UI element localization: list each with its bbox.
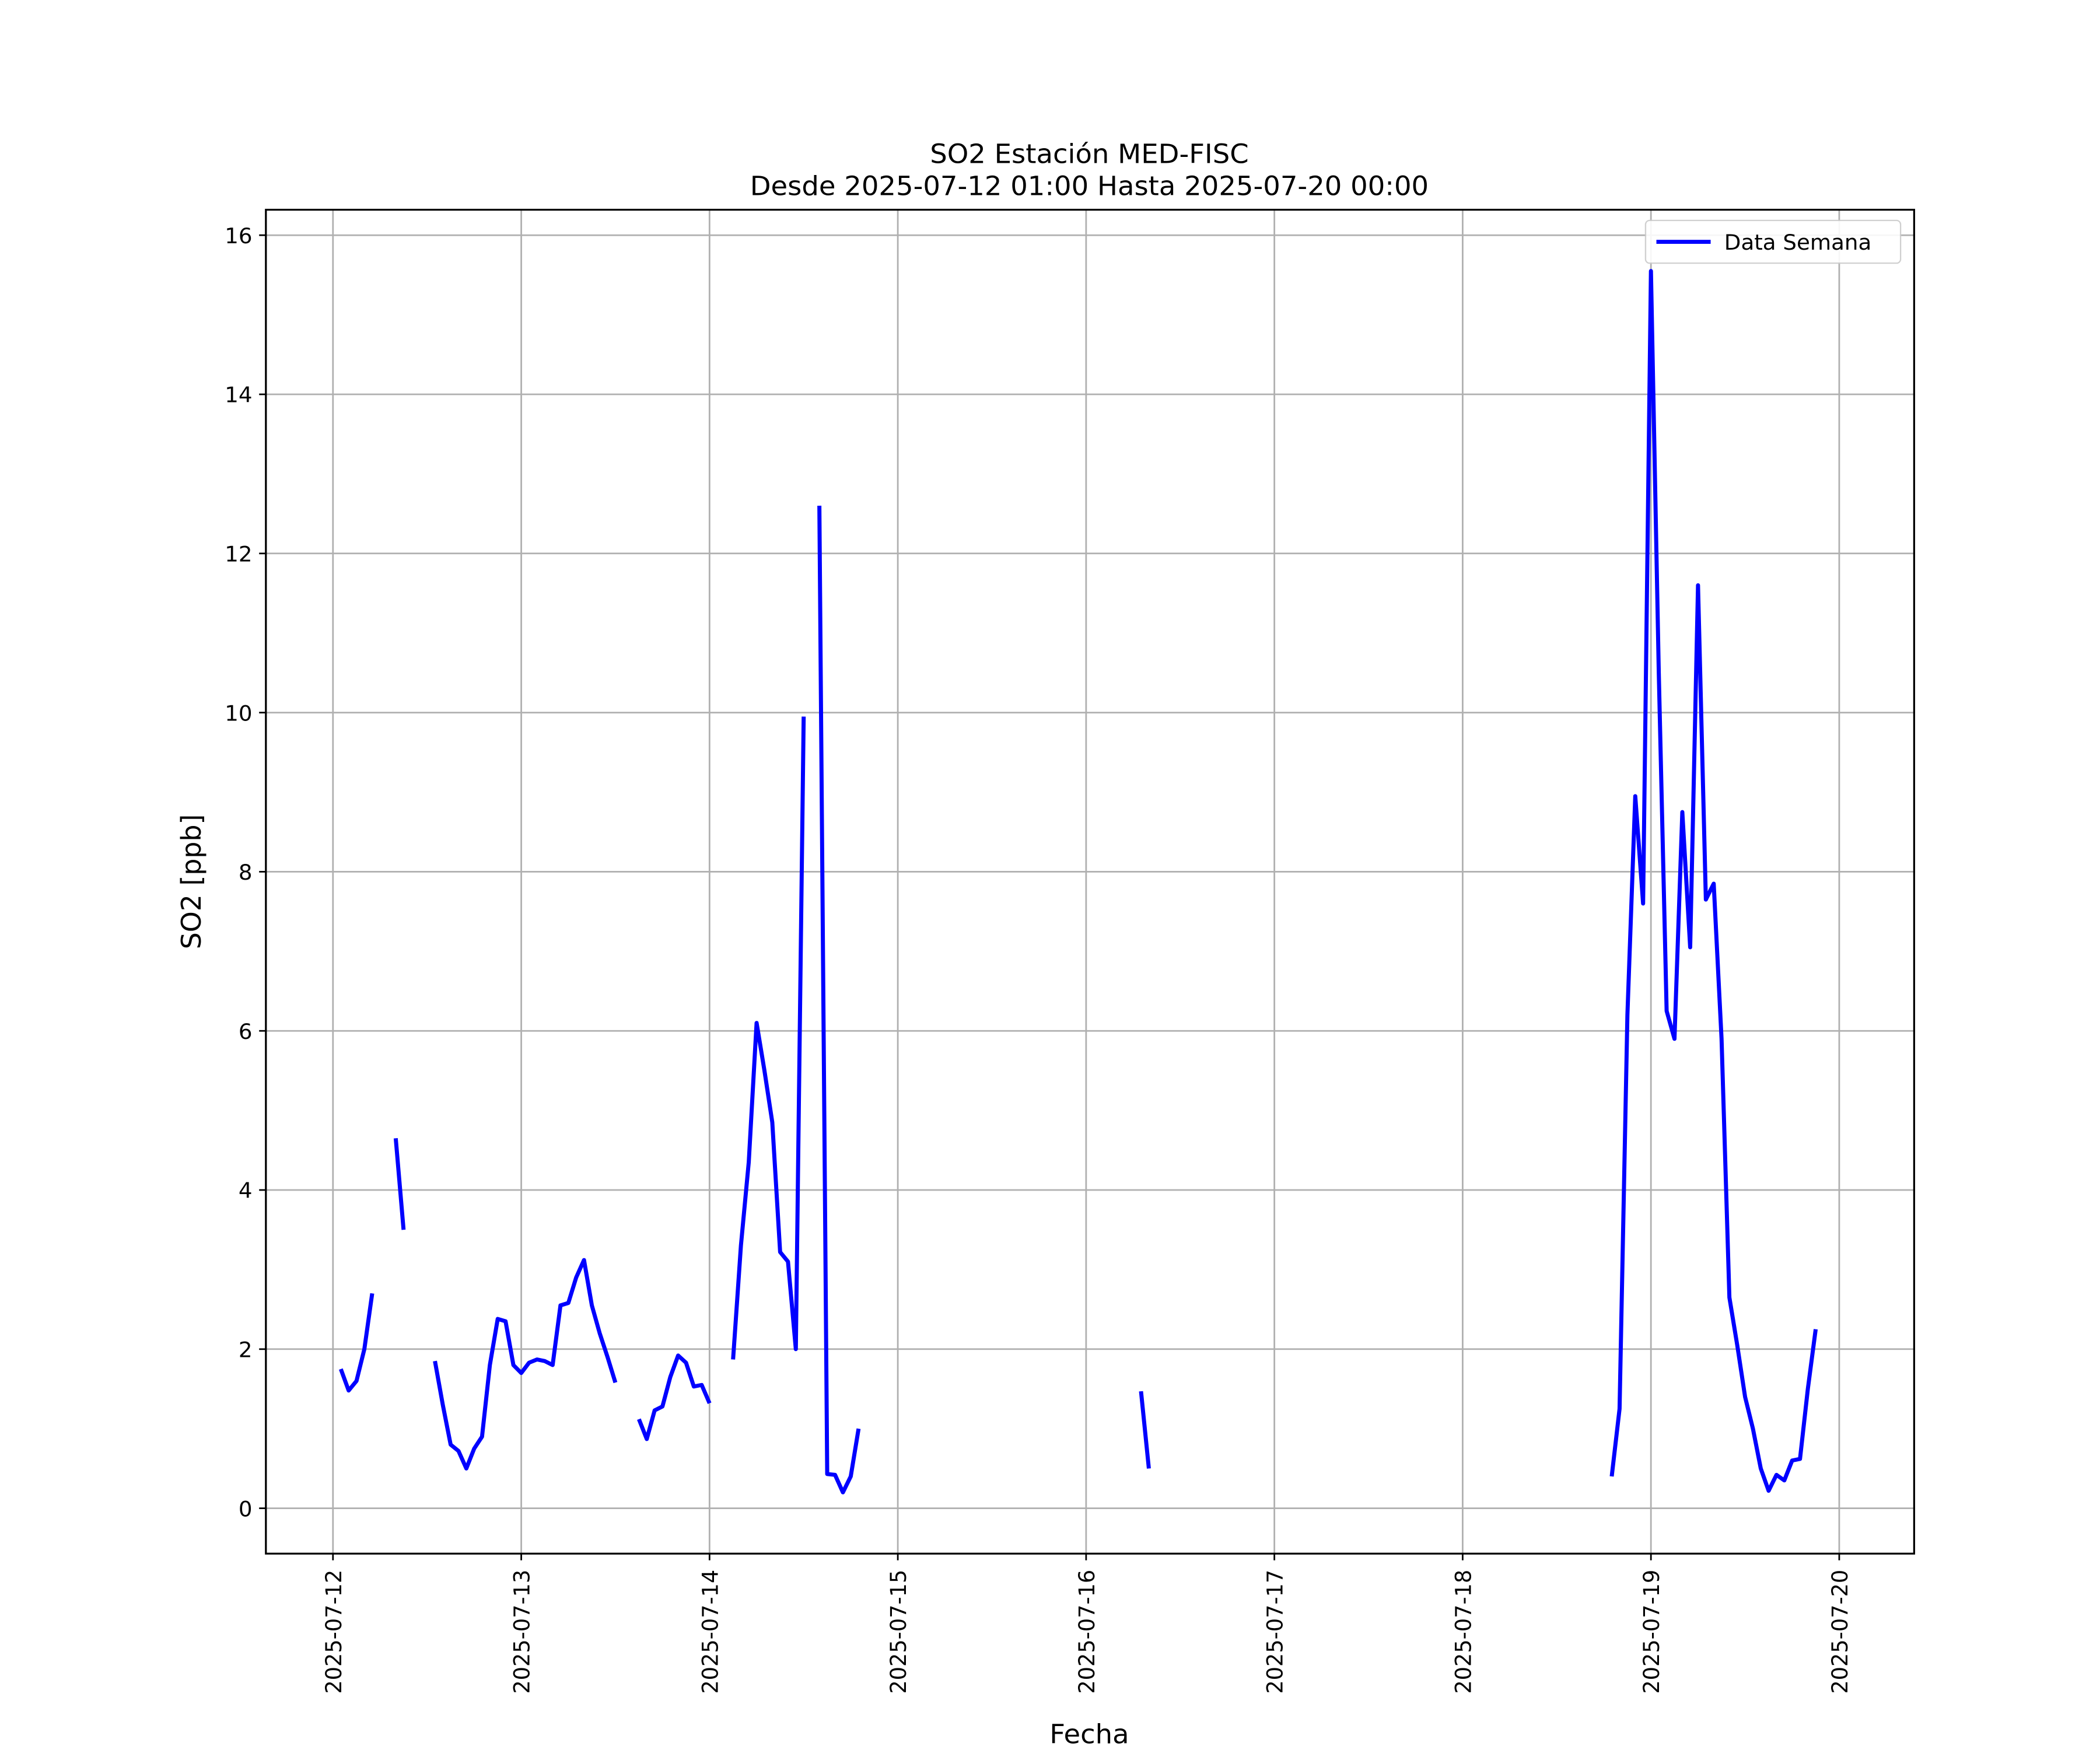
y-tick-label: 10 <box>225 701 252 726</box>
data-line <box>338 269 1818 1494</box>
x-tick-label: 2025-07-16 <box>1074 1570 1100 1694</box>
x-tick-label: 2025-07-15 <box>886 1570 911 1694</box>
y-tick-label: 4 <box>239 1178 253 1203</box>
y-tick-label: 12 <box>225 542 252 567</box>
x-tick-label: 2025-07-12 <box>321 1570 346 1694</box>
y-tick-label: 14 <box>225 383 252 408</box>
y-axis-label: SO2 [ppb] <box>176 814 207 950</box>
y-tick-label: 6 <box>239 1019 253 1044</box>
chart-title: SO2 Estación MED-FISC <box>930 138 1248 170</box>
y-tick-label: 8 <box>239 860 253 885</box>
x-tick-label: 2025-07-17 <box>1262 1570 1287 1694</box>
x-tick-label: 2025-07-14 <box>698 1570 723 1694</box>
x-tick-label: 2025-07-13 <box>509 1570 534 1694</box>
y-tick-label: 16 <box>225 223 252 249</box>
y-tick-label: 2 <box>239 1338 253 1363</box>
x-tick-label: 2025-07-19 <box>1639 1570 1664 1694</box>
plot-frame <box>265 208 1916 1555</box>
legend-label: Data Semana <box>1724 230 1871 256</box>
chart-subtitle: Desde 2025-07-12 01:00 Hasta 2025-07-20 … <box>750 170 1429 202</box>
legend-box <box>1644 219 1902 264</box>
y-tick-label: 0 <box>239 1497 253 1522</box>
x-axis-label: Fecha <box>1049 1718 1129 1750</box>
x-tick-label: 2025-07-18 <box>1451 1570 1476 1694</box>
x-tick-label: 2025-07-20 <box>1828 1570 1853 1694</box>
